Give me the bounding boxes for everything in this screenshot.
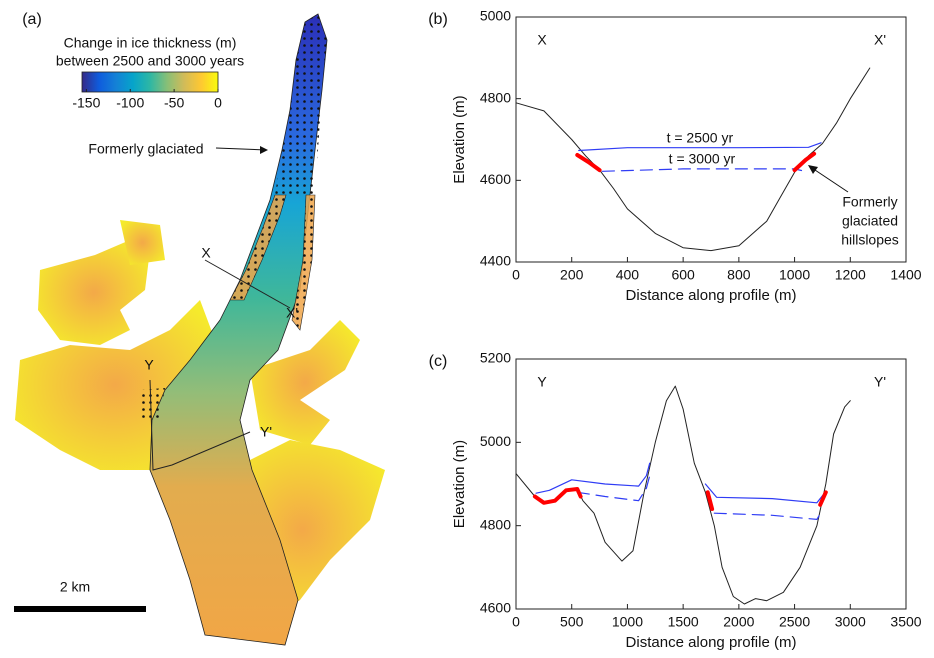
x-axis-label: Distance along profile (m)	[626, 634, 797, 651]
colorbar-tick-label: -50	[164, 95, 184, 111]
y-axis-label: Elevation (m)	[451, 440, 468, 528]
series-line	[601, 168, 803, 172]
colorbar-title: Change in ice thickness (m)	[64, 35, 237, 51]
series-line	[535, 462, 827, 504]
panel-label: (b)	[428, 11, 448, 28]
annotation: Formerly glaciated	[88, 141, 203, 157]
y-tick-label: 4400	[480, 253, 511, 269]
colorbar-tick-label: -150	[72, 95, 100, 111]
colorbar: -150 -100 -50 0	[72, 71, 222, 111]
colorbar-bar	[81, 71, 219, 93]
x-tick-label: 1400	[890, 267, 921, 283]
arrow	[811, 167, 849, 193]
series-line	[575, 151, 817, 173]
land-patch	[120, 220, 165, 265]
profile-line	[149, 379, 251, 471]
y-tick-label: 4800	[480, 516, 511, 532]
x-tick-label: 400	[616, 267, 640, 283]
corner-label: Y	[537, 374, 547, 390]
map: (a) Change in ice thickness (m) between …	[14, 11, 385, 646]
panel-label: (a)	[22, 11, 42, 28]
x-tick-label: 0	[512, 267, 520, 283]
x-tick-label: 3000	[835, 614, 866, 630]
scale-label: 2 km	[60, 579, 90, 595]
x-tick-label: 800	[727, 267, 751, 283]
corner-label: Y'	[874, 374, 886, 390]
x-tick-label: 1000	[612, 614, 643, 630]
profile-label: X'	[286, 305, 298, 321]
y-tick-label: 5000	[480, 8, 511, 24]
colorbar-title: between 2500 and 3000 years	[56, 53, 244, 69]
y-tick-label: 4800	[480, 89, 511, 105]
y-tick-label: 4600	[480, 600, 511, 616]
land-patch	[15, 300, 215, 470]
x-tick-label: 1200	[835, 267, 866, 283]
y-axis-label: Elevation (m)	[451, 95, 468, 183]
arrow-head	[260, 146, 268, 154]
annotation: hillslopes	[841, 232, 899, 248]
colorbar-tick-label: 0	[214, 95, 222, 111]
annotation: Formerly	[842, 194, 897, 210]
plot-area	[515, 16, 907, 263]
series-line	[532, 487, 828, 511]
y-tick-label: 4600	[480, 171, 511, 187]
x-tick-label: 200	[560, 267, 584, 283]
profile-label: Y'	[260, 424, 272, 440]
annotation: glaciated	[842, 213, 898, 229]
series-line	[515, 67, 871, 252]
panel-b: 0 200 400 600 800 1000 1200 1400 4400 4600 4800 500…	[428, 8, 922, 304]
y-tick-label: 5000	[480, 433, 511, 449]
panel-c: 0 500 1000 1500 2000 2500 3000 3500 4600 4800 5000…	[429, 350, 922, 651]
corner-label: X	[537, 32, 547, 48]
profile-line	[204, 259, 291, 309]
series-line	[578, 142, 822, 152]
arrow-head	[808, 165, 818, 174]
colorbar-tick-label: -100	[116, 95, 144, 111]
land-patch	[250, 320, 360, 445]
x-tick-label: 2000	[723, 614, 754, 630]
x-tick-label: 1500	[668, 614, 699, 630]
hatched-area	[140, 195, 315, 420]
x-tick-label: 500	[560, 614, 584, 630]
panel-label: (c)	[429, 353, 448, 370]
profile-label: X	[201, 245, 211, 261]
corner-label: X'	[874, 32, 886, 48]
series-label: t = 2500 yr	[667, 129, 734, 145]
x-tick-label: 2500	[779, 614, 810, 630]
y-tick-label: 5200	[480, 350, 511, 366]
series-line	[576, 475, 823, 520]
x-axis-label: Distance along profile (m)	[626, 287, 797, 304]
x-tick-label: 0	[512, 614, 520, 630]
land-patch	[38, 240, 150, 345]
arrow	[215, 147, 267, 151]
x-tick-label: 1000	[779, 267, 810, 283]
hatched-area	[275, 14, 327, 195]
profile-label: Y	[144, 357, 154, 373]
x-tick-label: 3500	[890, 614, 921, 630]
plot-area	[515, 358, 907, 610]
series-label: t = 3000 yr	[669, 151, 736, 167]
scale-bar	[14, 606, 146, 612]
x-tick-label: 600	[671, 267, 695, 283]
series-line	[515, 385, 851, 605]
